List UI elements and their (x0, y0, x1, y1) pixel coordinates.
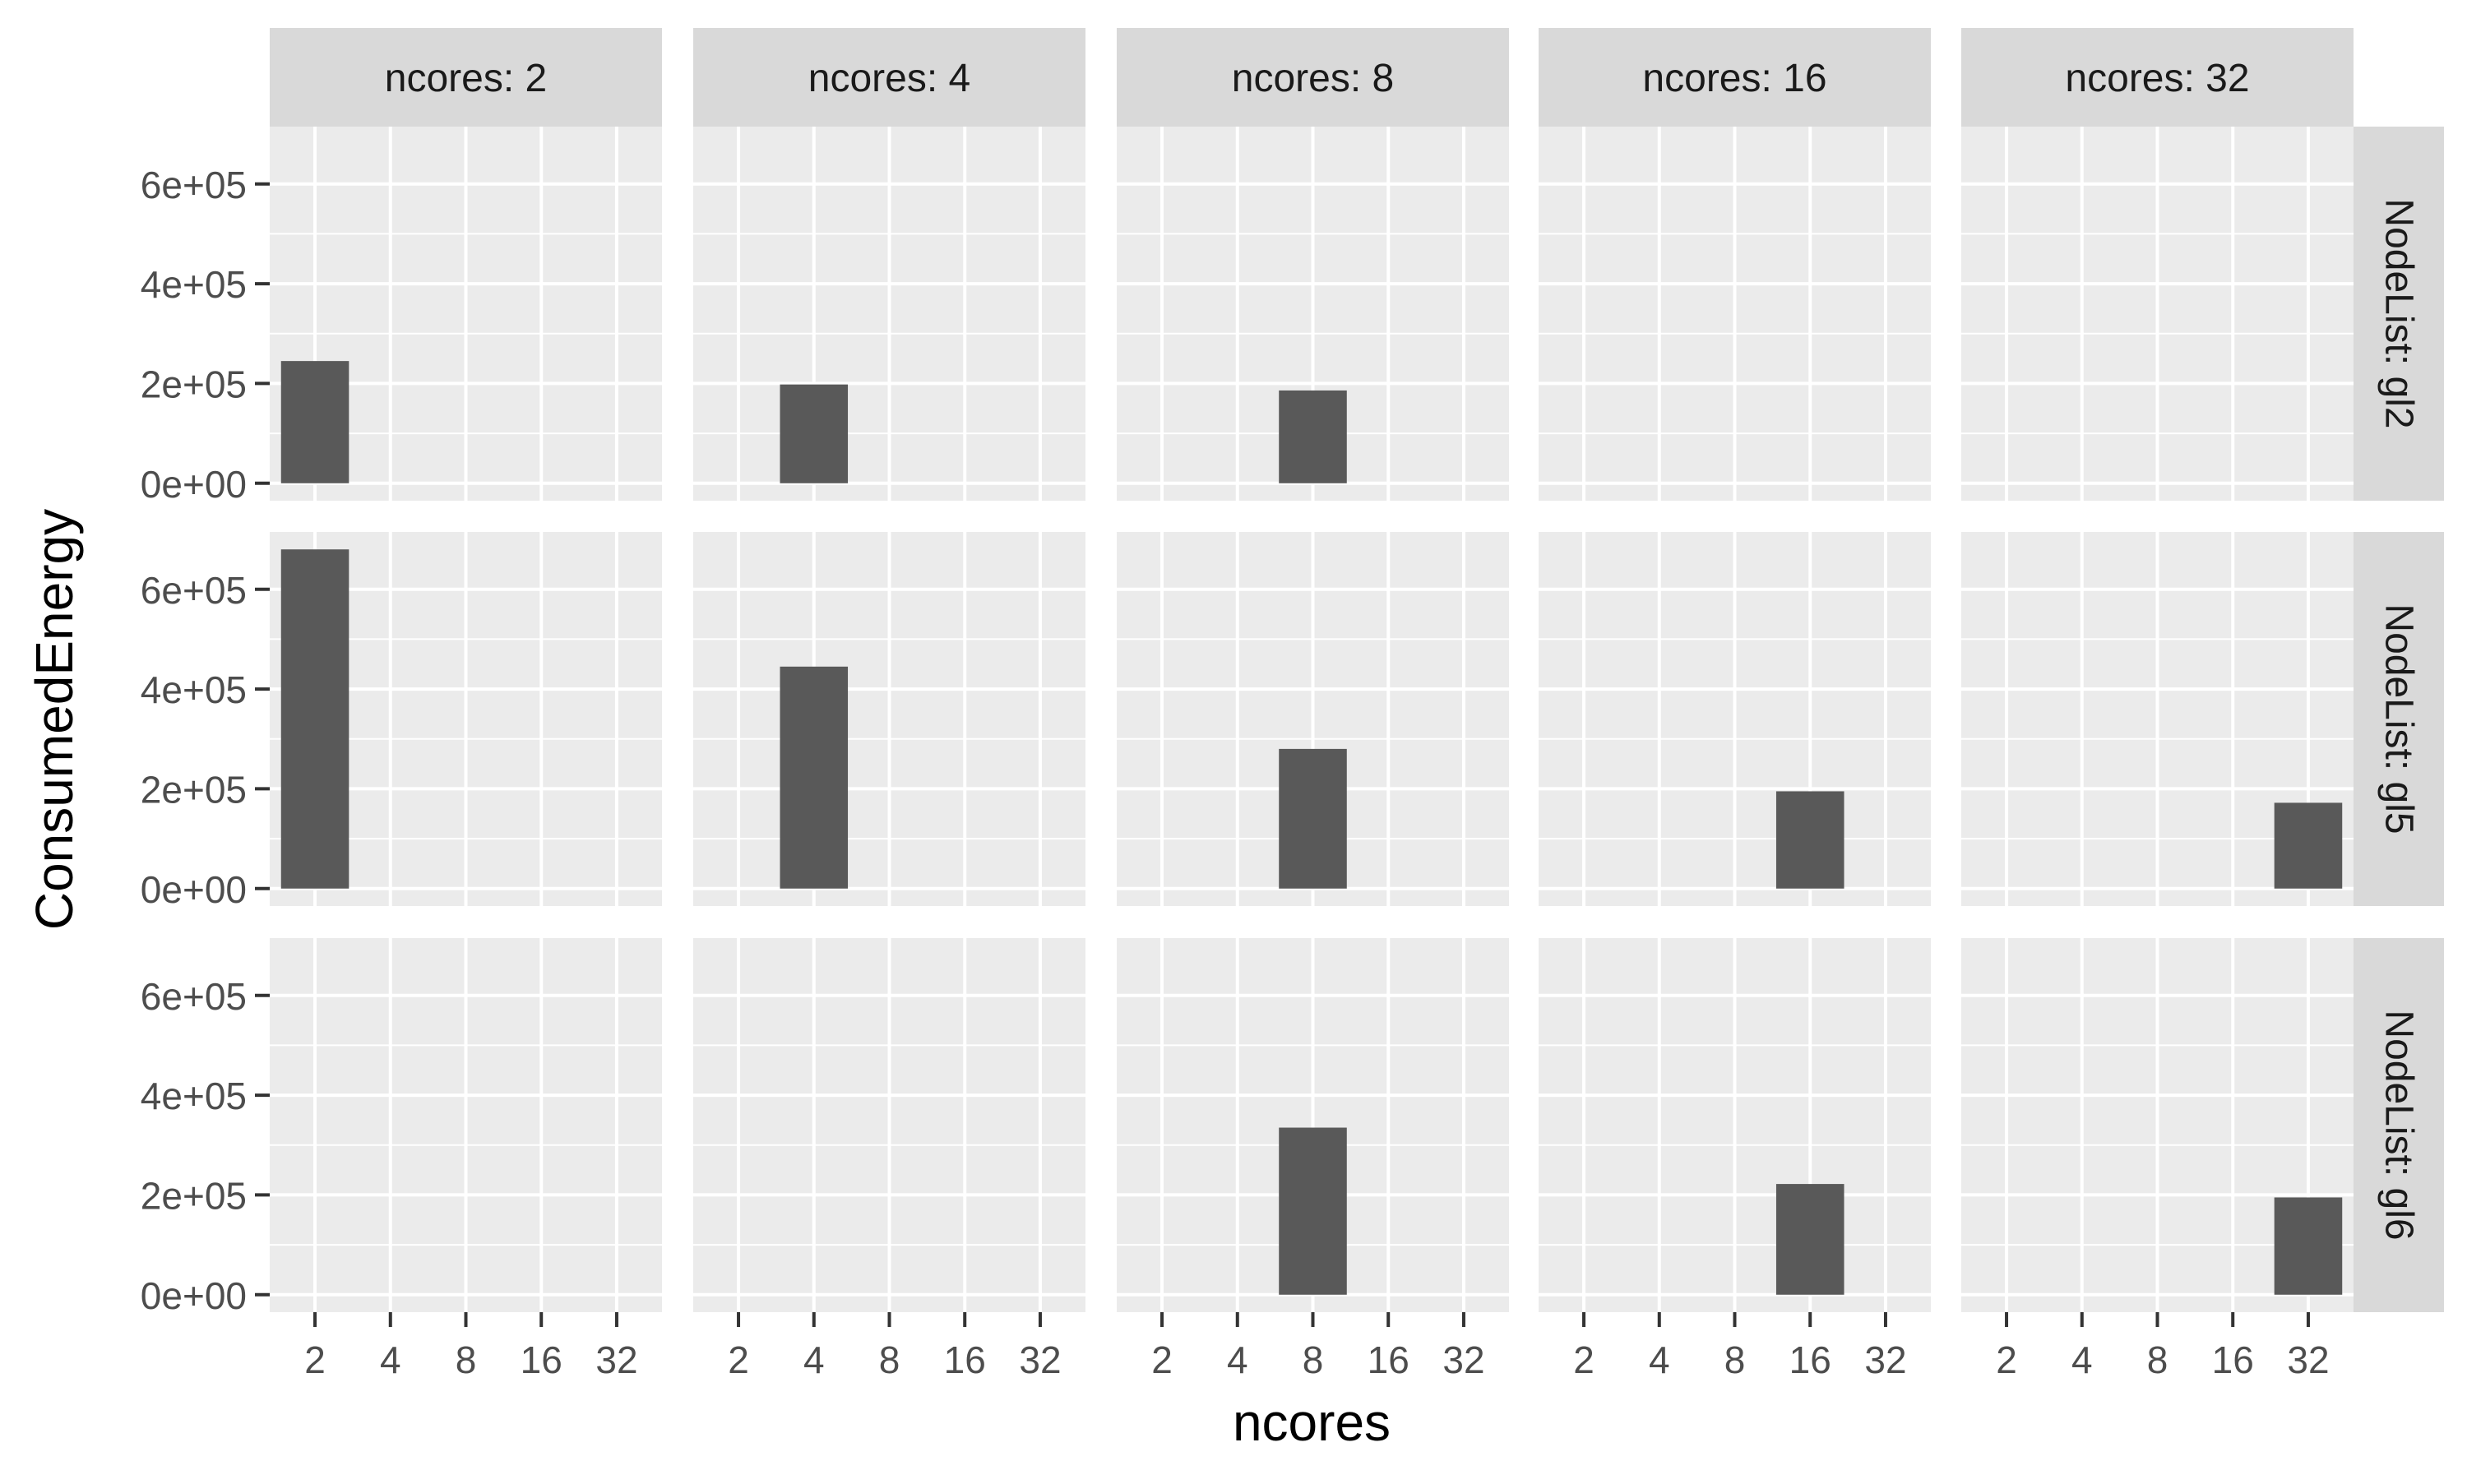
x-tick-label: 8 (1724, 1338, 1746, 1381)
x-tick-label: 16 (944, 1338, 986, 1381)
bar-nodelistgl5-ncores-2 (280, 549, 349, 889)
x-tick-label: 2 (304, 1338, 326, 1381)
y-tick-label: 0e+00 (141, 868, 247, 911)
x-tick-label: 32 (595, 1338, 637, 1381)
facet-col-label: ncores: 32 (2065, 57, 2249, 100)
x-tick-label: 8 (456, 1338, 477, 1381)
bar-nodelistgl5-ncores-32 (2274, 802, 2343, 889)
facet-row-label: NodeList: gl5 (2377, 603, 2421, 834)
bar-nodelistgl6-ncores-16 (1775, 1184, 1844, 1295)
y-tick-label: 6e+05 (141, 569, 247, 612)
x-tick-label: 4 (380, 1338, 401, 1381)
x-tick-label: 4 (2071, 1338, 2093, 1381)
x-tick-label: 16 (2212, 1338, 2254, 1381)
bar-nodelistgl2-ncores-2 (280, 361, 349, 483)
x-tick-label: 4 (1649, 1338, 1670, 1381)
facet-strip-col-0 (270, 28, 662, 127)
facet-col-label: ncores: 16 (1642, 57, 1826, 100)
y-tick-label: 4e+05 (141, 668, 247, 711)
facet-strip-col-2 (1117, 28, 1509, 127)
x-tick-label: 32 (1019, 1338, 1061, 1381)
x-tick-label: 2 (1151, 1338, 1173, 1381)
y-tick-label: 0e+00 (141, 1274, 247, 1317)
y-tick-label: 0e+00 (141, 463, 247, 506)
bar-nodelistgl2-ncores-4 (780, 384, 849, 483)
y-tick-label: 2e+05 (141, 363, 247, 405)
facet-row-label: NodeList: gl2 (2377, 198, 2421, 428)
x-tick-label: 16 (1368, 1338, 1409, 1381)
bar-nodelistgl5-ncores-4 (780, 666, 849, 889)
x-axis-title: ncores (1233, 1393, 1391, 1452)
y-tick-label: 6e+05 (141, 164, 247, 206)
y-tick-label: 4e+05 (141, 263, 247, 306)
x-tick-label: 16 (1789, 1338, 1831, 1381)
x-tick-label: 8 (2147, 1338, 2168, 1381)
facet-strip-row-2 (2354, 938, 2444, 1312)
x-tick-label: 8 (879, 1338, 900, 1381)
x-tick-label: 4 (1227, 1338, 1248, 1381)
bar-nodelistgl6-ncores-8 (1279, 1127, 1347, 1295)
y-tick-label: 2e+05 (141, 768, 247, 811)
facet-strip-col-1 (693, 28, 1085, 127)
x-tick-label: 32 (1442, 1338, 1484, 1381)
y-tick-label: 4e+05 (141, 1075, 247, 1117)
facet-strip-col-3 (1539, 28, 1931, 127)
x-tick-label: 16 (521, 1338, 562, 1381)
facet-col-label: ncores: 8 (1232, 57, 1394, 100)
facet-col-label: ncores: 2 (385, 57, 547, 100)
x-tick-label: 8 (1303, 1338, 1324, 1381)
x-tick-label: 4 (803, 1338, 825, 1381)
bar-nodelistgl5-ncores-16 (1775, 791, 1844, 889)
facet-strip-row-0 (2354, 127, 2444, 501)
bar-nodelistgl5-ncores-8 (1279, 748, 1347, 889)
x-tick-label: 2 (1573, 1338, 1595, 1381)
x-tick-label: 2 (1996, 1338, 2017, 1381)
x-tick-label: 32 (2287, 1338, 2329, 1381)
y-tick-label: 2e+05 (141, 1174, 247, 1217)
x-tick-label: 32 (1864, 1338, 1906, 1381)
facet-row-label: NodeList: gl6 (2377, 1010, 2421, 1240)
y-tick-label: 6e+05 (141, 975, 247, 1018)
bar-nodelistgl6-ncores-32 (2274, 1197, 2343, 1295)
y-axis-title: ConsumedEnergy (25, 509, 84, 930)
x-tick-label: 2 (728, 1338, 749, 1381)
facet-col-label: ncores: 4 (808, 57, 970, 100)
bar-nodelistgl2-ncores-8 (1279, 390, 1347, 483)
facet-strip-col-4 (1961, 28, 2354, 127)
facet-strip-row-1 (2354, 532, 2444, 906)
